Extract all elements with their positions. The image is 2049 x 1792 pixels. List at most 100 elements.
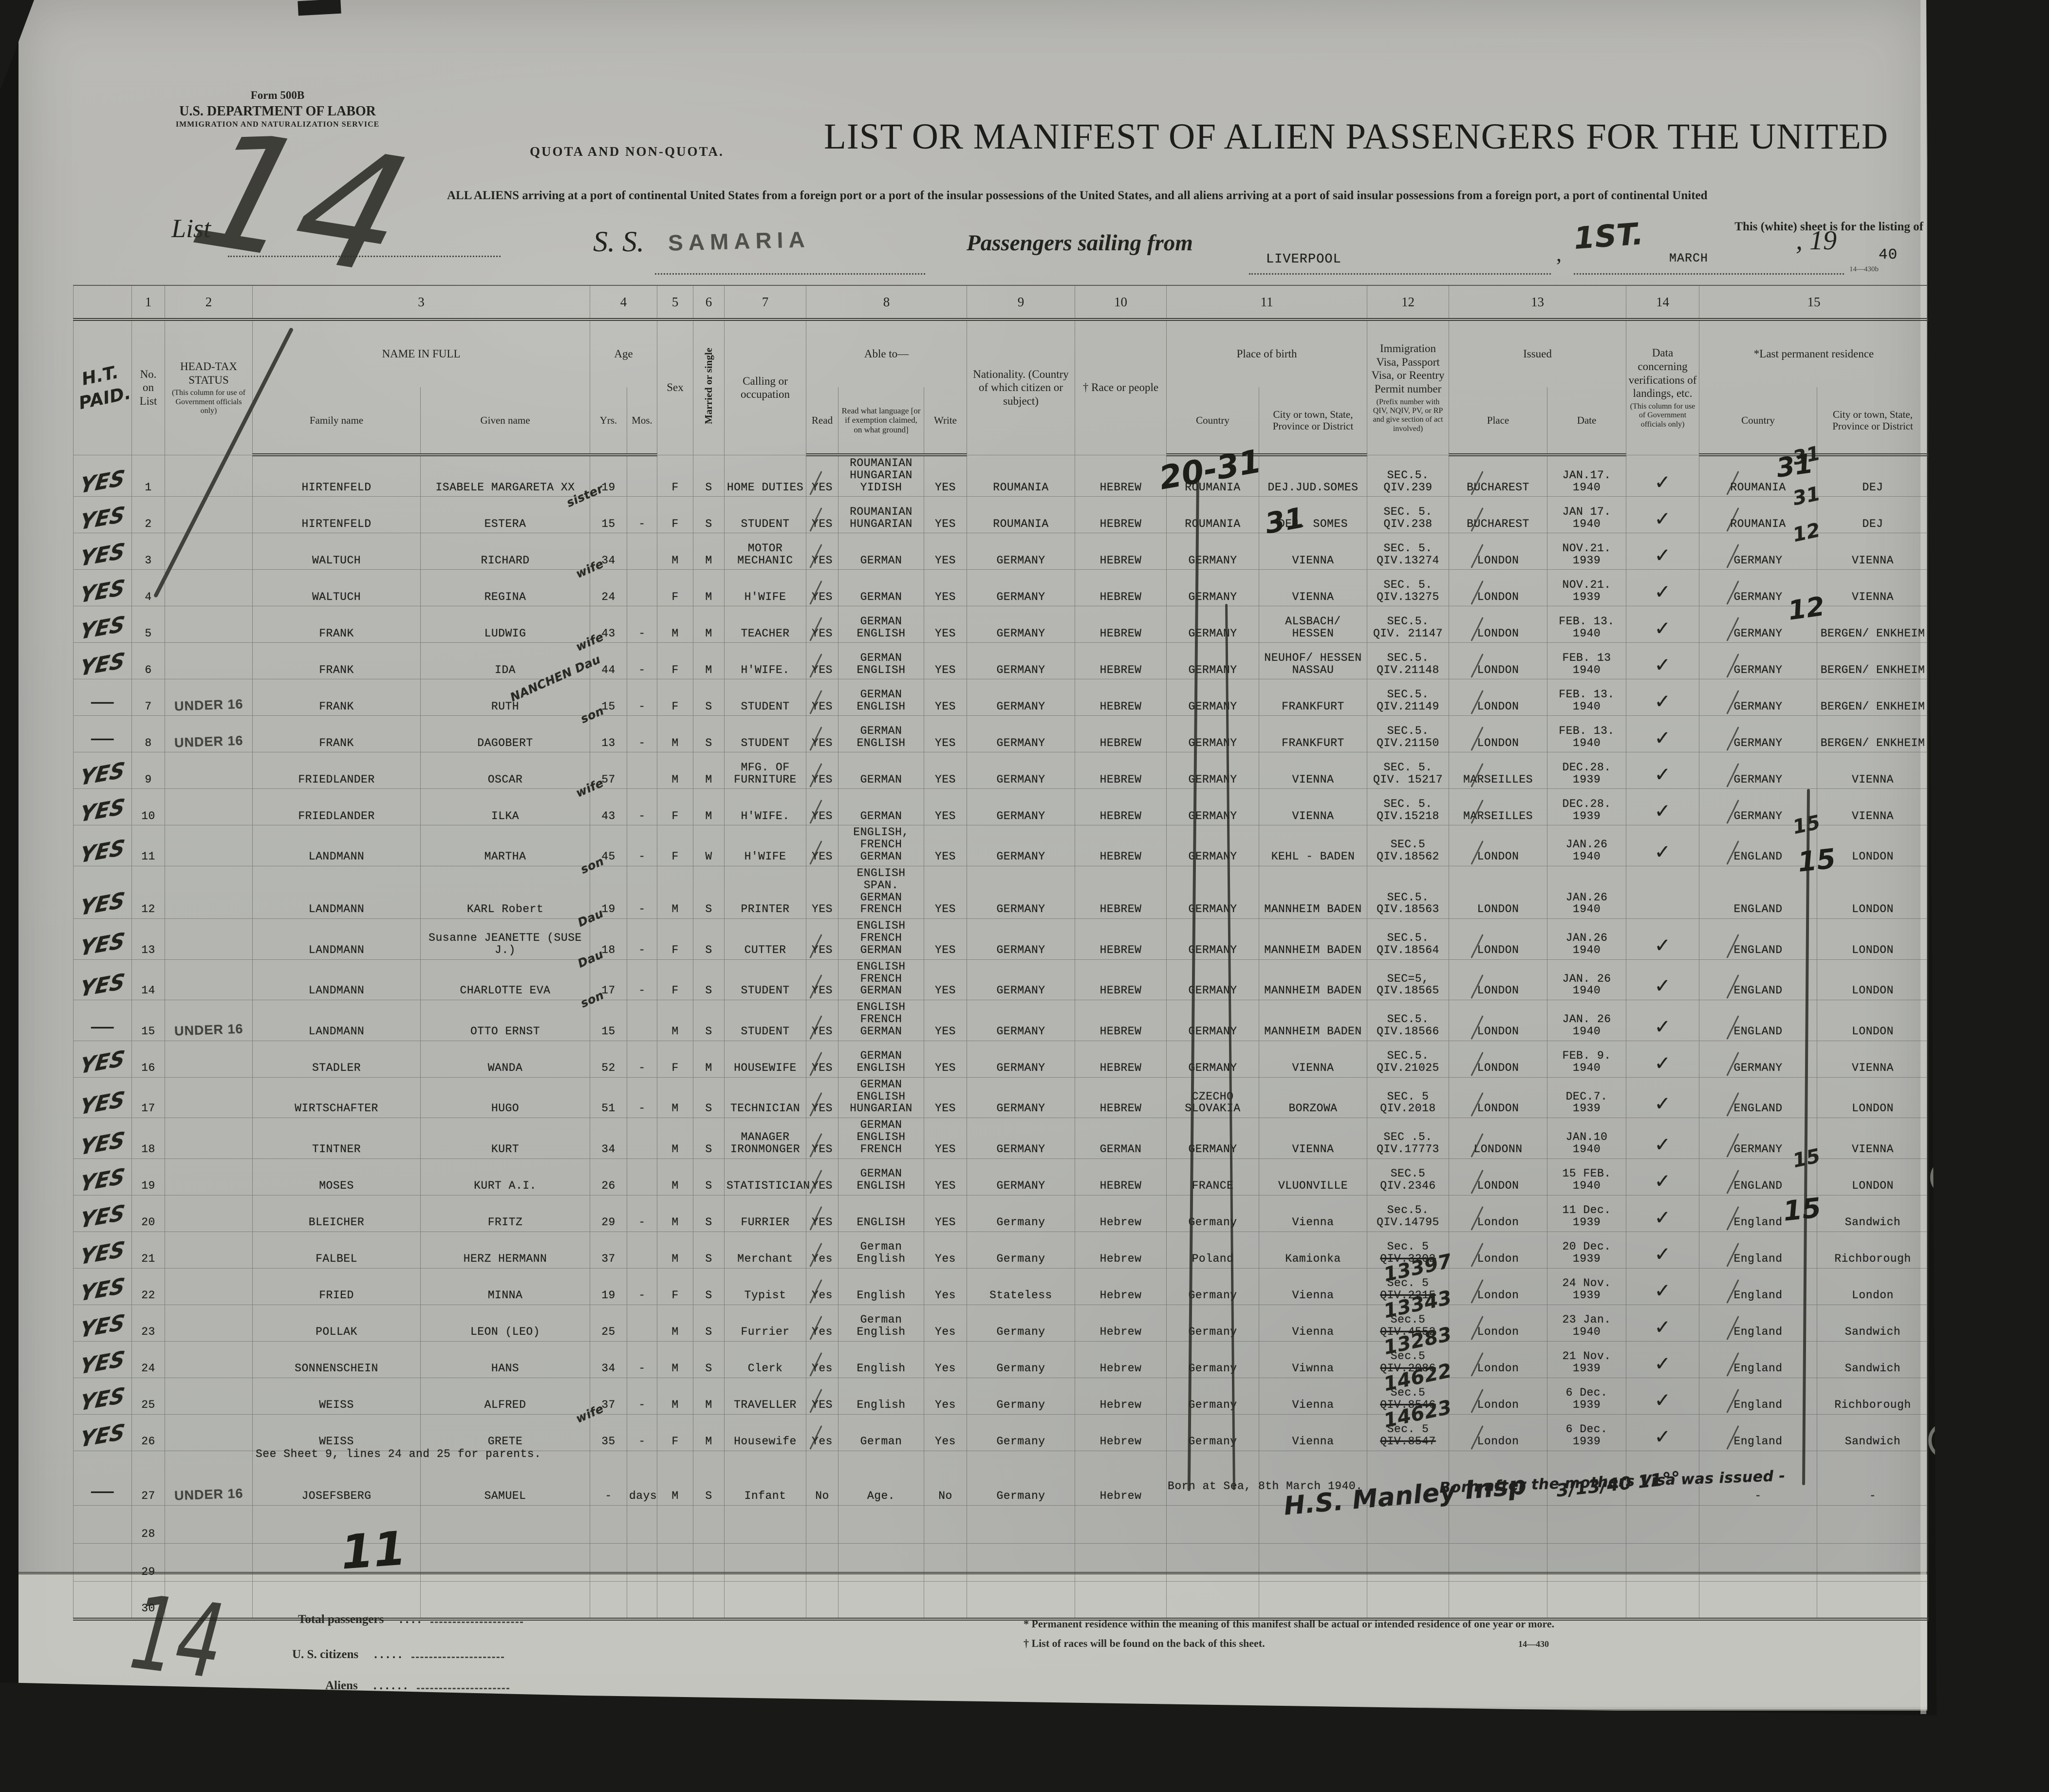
margin-cell bbox=[73, 285, 132, 321]
age-years: 17 bbox=[590, 959, 627, 1000]
manifest-row: YES 20 BLEICHER FRITZ 29- M S FURRIER YES ENGLISH… bbox=[73, 1195, 1929, 1233]
able-to-write: YES bbox=[923, 606, 968, 643]
col-num-8: 8 bbox=[805, 285, 968, 321]
birth-city bbox=[1259, 1543, 1368, 1582]
birth-city: Vienna bbox=[1259, 1414, 1368, 1451]
age-years: 57 bbox=[590, 752, 627, 789]
race-value: Hebrew bbox=[1075, 1304, 1167, 1342]
row-number: 8 bbox=[131, 715, 165, 752]
verification-check: ✓ bbox=[1626, 1077, 1700, 1118]
manifest-row: YES 22 FRIED MINNA 19- F S Typist Yes English Yes S… bbox=[73, 1250, 1929, 1307]
family-name: WALTUCH bbox=[252, 533, 421, 570]
verification-check: ✓ bbox=[1626, 918, 1700, 960]
issued-date: JAN.26 1940 bbox=[1547, 865, 1627, 919]
issued-place: London bbox=[1449, 1377, 1548, 1415]
handwritten-15b: 15 bbox=[1781, 1192, 1823, 1228]
header-sub-row: Family name Given name Yrs. Mos. Read Re… bbox=[74, 387, 1929, 456]
form-number: Form 500B bbox=[250, 89, 305, 101]
age-years: 51 bbox=[590, 1077, 627, 1118]
header-issued: Issued bbox=[1449, 319, 1627, 387]
head-tax-paid-mark: YES bbox=[73, 959, 132, 1002]
given-name: ISABELE MARGARETA XX bbox=[420, 454, 590, 497]
visa-number: SEC.5. QIV.18564 bbox=[1367, 918, 1450, 960]
visa-number: SEC. 5. QIV. 15217 bbox=[1367, 752, 1450, 789]
calling-occupation: Furrier bbox=[724, 1304, 806, 1342]
head-tax-paid-mark: YES bbox=[73, 788, 132, 827]
family-name: FRANK bbox=[252, 715, 421, 752]
race-value: HEBREW bbox=[1075, 606, 1167, 643]
col-num-11: 11 bbox=[1166, 285, 1368, 321]
given-name: HERZ HERMANN bbox=[420, 1231, 590, 1269]
head-tax-paid-mark: YES bbox=[73, 1195, 132, 1233]
able-to-read: Yes bbox=[806, 1414, 838, 1451]
last-residence-country: ENGLAND bbox=[1699, 959, 1818, 1000]
last-residence-city: BERGEN/ ENKHEIM bbox=[1817, 679, 1929, 716]
birth-country: GERMANY bbox=[1166, 715, 1260, 752]
family-name: HIRTENFELD bbox=[252, 454, 421, 497]
race-value: HEBREW bbox=[1075, 642, 1167, 679]
age-months bbox=[627, 569, 657, 606]
age-years: 19 bbox=[590, 1268, 627, 1305]
race-value: HEBREW bbox=[1075, 752, 1167, 789]
last-residence-country: GERMANY bbox=[1699, 715, 1818, 752]
issued-date: 24 Nov. 1939 bbox=[1547, 1268, 1627, 1305]
last-residence-city: Richborough bbox=[1817, 1377, 1929, 1415]
row-number: 28 bbox=[131, 1505, 165, 1544]
age-months: days bbox=[627, 1450, 657, 1506]
birth-city: ALSBACH/ HESSEN bbox=[1259, 606, 1368, 643]
handwritten-31: 31 bbox=[1262, 501, 1307, 541]
issued-place: LONDON bbox=[1449, 825, 1548, 866]
last-residence-country: GERMANY bbox=[1699, 788, 1818, 825]
nationality-value: GERMANY bbox=[967, 788, 1076, 825]
issued-date: NOV.21. 1939 bbox=[1547, 533, 1627, 570]
sex-value: M bbox=[657, 1450, 693, 1506]
race-value: HEBREW bbox=[1075, 865, 1167, 919]
head-tax-paid-mark: YES bbox=[73, 918, 132, 961]
family-name: LANDMANN bbox=[252, 918, 421, 960]
able-to-read: Yes bbox=[806, 1304, 838, 1342]
given-name: WANDA bbox=[420, 1040, 590, 1078]
issued-place: MARSEILLES bbox=[1449, 752, 1548, 789]
last-residence-city: VIENNA bbox=[1817, 788, 1929, 825]
head-tax-paid-mark bbox=[73, 1543, 132, 1582]
birth-city: MANNHEIM BADEN bbox=[1259, 959, 1368, 1000]
nationality-value: Germany bbox=[967, 1231, 1076, 1269]
last-residence-country: - bbox=[1699, 1450, 1818, 1506]
header-residence-city: City or town, State, Province or Distric… bbox=[1817, 387, 1929, 456]
ht-paid-margin: H.T. PAID. bbox=[73, 319, 132, 455]
birth-country: GERMANY bbox=[1166, 1040, 1260, 1078]
last-residence-city bbox=[1817, 1505, 1929, 1544]
birth-city: FRANKFURT bbox=[1259, 715, 1368, 752]
family-name: FRANK bbox=[252, 679, 421, 716]
form-id-block: Form 500B U.S. DEPARTMENT OF LABOR IMMIG… bbox=[156, 89, 399, 130]
given-name: Susanne JEANETTE (SUSE J.) Dau bbox=[420, 906, 606, 960]
age-years: 37 bbox=[590, 1231, 627, 1269]
last-residence-city: BERGEN/ ENKHEIM bbox=[1817, 606, 1929, 643]
able-to-write: Yes bbox=[923, 1268, 968, 1305]
col-num-4: 4 bbox=[590, 285, 657, 321]
title-paragraph: ALL ALIENS arriving at a port of contine… bbox=[447, 189, 1708, 202]
issued-place: London bbox=[1449, 1304, 1548, 1342]
last-residence-city bbox=[1817, 1581, 1929, 1621]
manifest-row: —8 UNDER 16 FRANK DAGOBERT son 13- M S STUDENT YE… bbox=[73, 704, 1929, 752]
head-tax-paid-mark: YES bbox=[73, 825, 132, 868]
head-tax-paid-mark: YES bbox=[73, 454, 132, 499]
visa-number: SEC.5. QIV.21150 bbox=[1367, 715, 1450, 752]
head-tax-paid-mark: YES bbox=[73, 1118, 132, 1160]
verification-check bbox=[1626, 1581, 1700, 1621]
visa-number: SEC. 5 QIV.2018 bbox=[1367, 1077, 1450, 1118]
age-years: 29 bbox=[590, 1195, 627, 1232]
head-tax-paid-mark bbox=[73, 1581, 132, 1621]
head-tax-paid-mark: YES bbox=[73, 1304, 132, 1343]
nationality-value: GERMANY bbox=[967, 1077, 1076, 1118]
age-months bbox=[627, 1543, 657, 1582]
able-to-read: YES bbox=[806, 642, 838, 679]
able-to-write: YES bbox=[923, 1000, 968, 1041]
married-or-single-value: S bbox=[693, 1231, 725, 1269]
verification-check bbox=[1626, 1450, 1700, 1506]
race-value bbox=[1075, 1505, 1167, 1544]
issued-date bbox=[1547, 1450, 1627, 1506]
issued-place: MARSEILLES bbox=[1449, 788, 1548, 825]
head-tax-paid-mark: YES bbox=[73, 752, 132, 791]
age-years: 24 bbox=[590, 569, 627, 606]
